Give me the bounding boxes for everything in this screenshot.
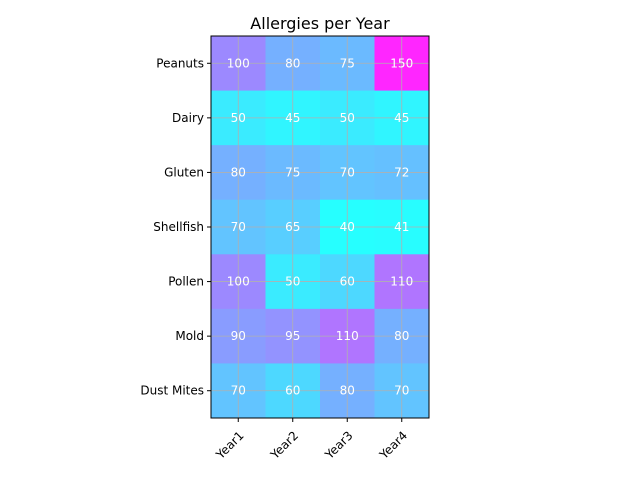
y-tick-label: Dust Mites: [140, 384, 204, 398]
x-tick-label: Year3: [322, 428, 356, 462]
cell-value-label: 45: [394, 111, 409, 125]
cell-value-label: 70: [340, 165, 355, 179]
cell-value-label: 75: [340, 56, 355, 70]
cell-value-label: 45: [285, 111, 300, 125]
cell-value-label: 90: [231, 329, 246, 343]
y-tick-label: Mold: [175, 329, 204, 343]
y-tick-label: Gluten: [164, 165, 204, 179]
cell-value-label: 75: [285, 165, 300, 179]
cell-value-label: 110: [336, 329, 359, 343]
cell-value-label: 70: [394, 384, 409, 398]
cell-value-label: 41: [394, 220, 409, 234]
cell-value-label: 40: [340, 220, 355, 234]
y-tick-label: Peanuts: [156, 56, 204, 70]
cell-value-label: 50: [231, 111, 246, 125]
y-axis: Peanuts Dairy Gluten Shellfish Pollen Mold Dus…: [140, 56, 211, 398]
cell-value-label: 72: [394, 165, 409, 179]
x-tick-label: Year1: [213, 428, 247, 462]
cell-value-label: 150: [390, 56, 413, 70]
cell-value-label: 50: [285, 275, 300, 289]
chart-title: Allergies per Year: [250, 14, 390, 33]
x-tick-label: Year4: [376, 428, 410, 462]
cell-value-label: 80: [340, 384, 355, 398]
cell-value-label: 100: [227, 275, 250, 289]
x-axis: Year1 Year2 Year3 Year4: [213, 418, 410, 462]
cell-value-label: 100: [227, 56, 250, 70]
cell-value-label: 70: [231, 384, 246, 398]
cell-value-label: 60: [285, 384, 300, 398]
cell-value-label: 65: [285, 220, 300, 234]
grid-lines: [211, 36, 429, 418]
cell-value-label: 95: [285, 329, 300, 343]
cell-value-label: 70: [231, 220, 246, 234]
cell-value-label: 80: [285, 56, 300, 70]
cell-value-label: 110: [390, 275, 413, 289]
cell-value-label: 80: [394, 329, 409, 343]
y-tick-label: Dairy: [172, 111, 204, 125]
cell-value-label: 60: [340, 275, 355, 289]
cell-value-label: 50: [340, 111, 355, 125]
y-tick-label: Pollen: [168, 275, 204, 289]
cell-labels: 100 80 75 150 50 45 50 45 80 75 70 72 70 65 40 41 100 50 6…: [227, 56, 413, 397]
x-tick-label: Year2: [267, 428, 301, 462]
cell-value-label: 80: [231, 165, 246, 179]
y-tick-label: Shellfish: [153, 220, 204, 234]
